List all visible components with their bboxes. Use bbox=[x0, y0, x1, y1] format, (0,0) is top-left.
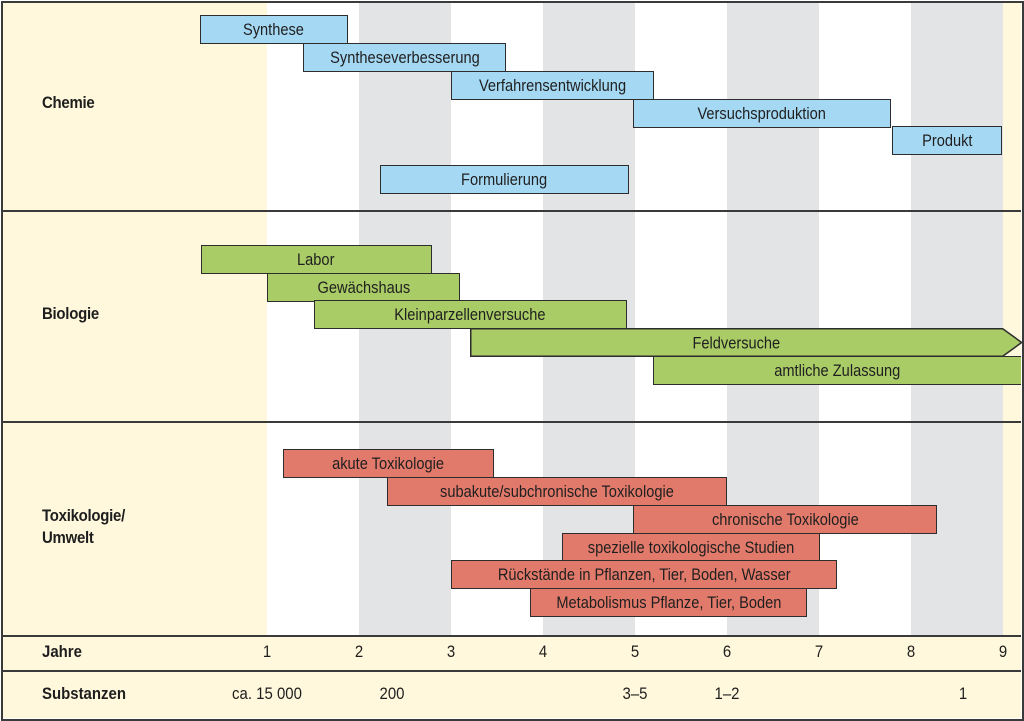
task-bar-2-3: spezielle toxikologische Studien bbox=[562, 533, 820, 562]
task-bar-1-1: Gewächshaus bbox=[267, 273, 461, 302]
task-bar-2-0: akute Toxikologie bbox=[282, 449, 495, 478]
task-bar-0-5: Formulierung bbox=[380, 165, 629, 194]
task-bar-2-2: chronische Toxikologie bbox=[633, 505, 937, 534]
section-label-biologie: Biologie bbox=[42, 304, 99, 323]
row-label-jahre: Jahre bbox=[42, 642, 82, 661]
task-bar-label: Synthese bbox=[243, 19, 305, 39]
year-tick-3: 4 bbox=[538, 642, 548, 661]
section-label-toxikologie-line2: Umwelt bbox=[42, 528, 94, 547]
year-tick-0: 1 bbox=[262, 642, 272, 661]
task-bar-label: Rückstände in Pflanzen, Tier, Boden, Was… bbox=[497, 564, 791, 584]
task-bar-0-4: Produkt bbox=[891, 126, 1003, 155]
task-bar-label: Versuchsproduktion bbox=[697, 103, 827, 123]
task-bar-label: chronische Toxikologie bbox=[711, 509, 859, 529]
year-tick-1: 2 bbox=[354, 642, 364, 661]
task-bar-label: spezielle toxikologische Studien bbox=[587, 537, 795, 557]
task-bar-label: akute Toxikologie bbox=[332, 453, 445, 473]
year-tick-5: 6 bbox=[722, 642, 732, 661]
task-bar-label: Syntheseverbesserung bbox=[329, 47, 480, 67]
year-tick-4: 5 bbox=[630, 642, 640, 661]
section-label-chemie: Chemie bbox=[42, 93, 95, 112]
task-bar-label: Metabolismus Pflanze, Tier, Boden bbox=[556, 592, 782, 612]
label-column-band bbox=[2, 2, 267, 718]
substance-count-0: ca. 15 000 bbox=[232, 684, 302, 703]
task-bar-label: Feldversuche bbox=[693, 335, 781, 353]
task-bar-0-1: Syntheseverbesserung bbox=[302, 43, 507, 72]
arrow-bar-shape bbox=[470, 328, 1024, 357]
year-tick-7: 8 bbox=[906, 642, 916, 661]
year-tick-2: 3 bbox=[446, 642, 456, 661]
task-bar-1-4: amtliche Zulassung bbox=[653, 356, 1021, 385]
section-label-toxikologie-line1: Toxikologie/ bbox=[42, 506, 126, 525]
task-bar-label: Verfahrensentwicklung bbox=[479, 75, 627, 95]
task-bar-2-4: Rückstände in Pflanzen, Tier, Boden, Was… bbox=[451, 560, 838, 589]
divider-biologie-toxikologie bbox=[2, 421, 1021, 423]
task-bar-label: amtliche Zulassung bbox=[774, 360, 901, 380]
task-bar-0-3: Versuchsproduktion bbox=[633, 99, 891, 128]
divider-chemie-biologie bbox=[2, 210, 1021, 212]
task-bar-0-0: Synthese bbox=[199, 15, 348, 44]
year-tick-6: 7 bbox=[814, 642, 824, 661]
substance-count-3: 1–2 bbox=[714, 684, 740, 703]
task-bar-2-1: subakute/subchronische Toxikologie bbox=[386, 477, 727, 506]
task-bar-0-2: Verfahrensentwicklung bbox=[451, 71, 655, 100]
task-bar-label: Labor bbox=[297, 249, 335, 269]
white-band bbox=[819, 2, 911, 636]
divider-chart-jahre bbox=[2, 635, 1021, 637]
task-bar-label: Kleinparzellenversuche bbox=[394, 304, 546, 324]
row-label-substanzen: Substanzen bbox=[42, 684, 126, 703]
task-bar-1-0: Labor bbox=[200, 245, 432, 274]
task-bar-1-2: Kleinparzellenversuche bbox=[313, 300, 627, 329]
substance-count-4: 1 bbox=[958, 684, 967, 703]
task-bar-1-3: Feldversuche bbox=[470, 328, 1024, 357]
gray-band bbox=[911, 2, 1003, 636]
task-bar-label: subakute/subchronische Toxikologie bbox=[439, 481, 674, 501]
section-label-toxikologie: Toxikologie/ Umwelt bbox=[42, 505, 125, 549]
task-bar-2-5: Metabolismus Pflanze, Tier, Boden bbox=[530, 588, 808, 617]
bottom-rows-band bbox=[2, 636, 1021, 718]
year-tick-8: 9 bbox=[998, 642, 1008, 661]
substance-count-2: 3–5 bbox=[622, 684, 648, 703]
task-bar-label: Formulierung bbox=[461, 169, 548, 189]
task-bar-label: Produkt bbox=[921, 130, 973, 150]
divider-jahre-substanzen bbox=[2, 670, 1021, 672]
task-bar-label: Gewächshaus bbox=[317, 277, 410, 297]
substance-count-1: 200 bbox=[379, 684, 405, 703]
